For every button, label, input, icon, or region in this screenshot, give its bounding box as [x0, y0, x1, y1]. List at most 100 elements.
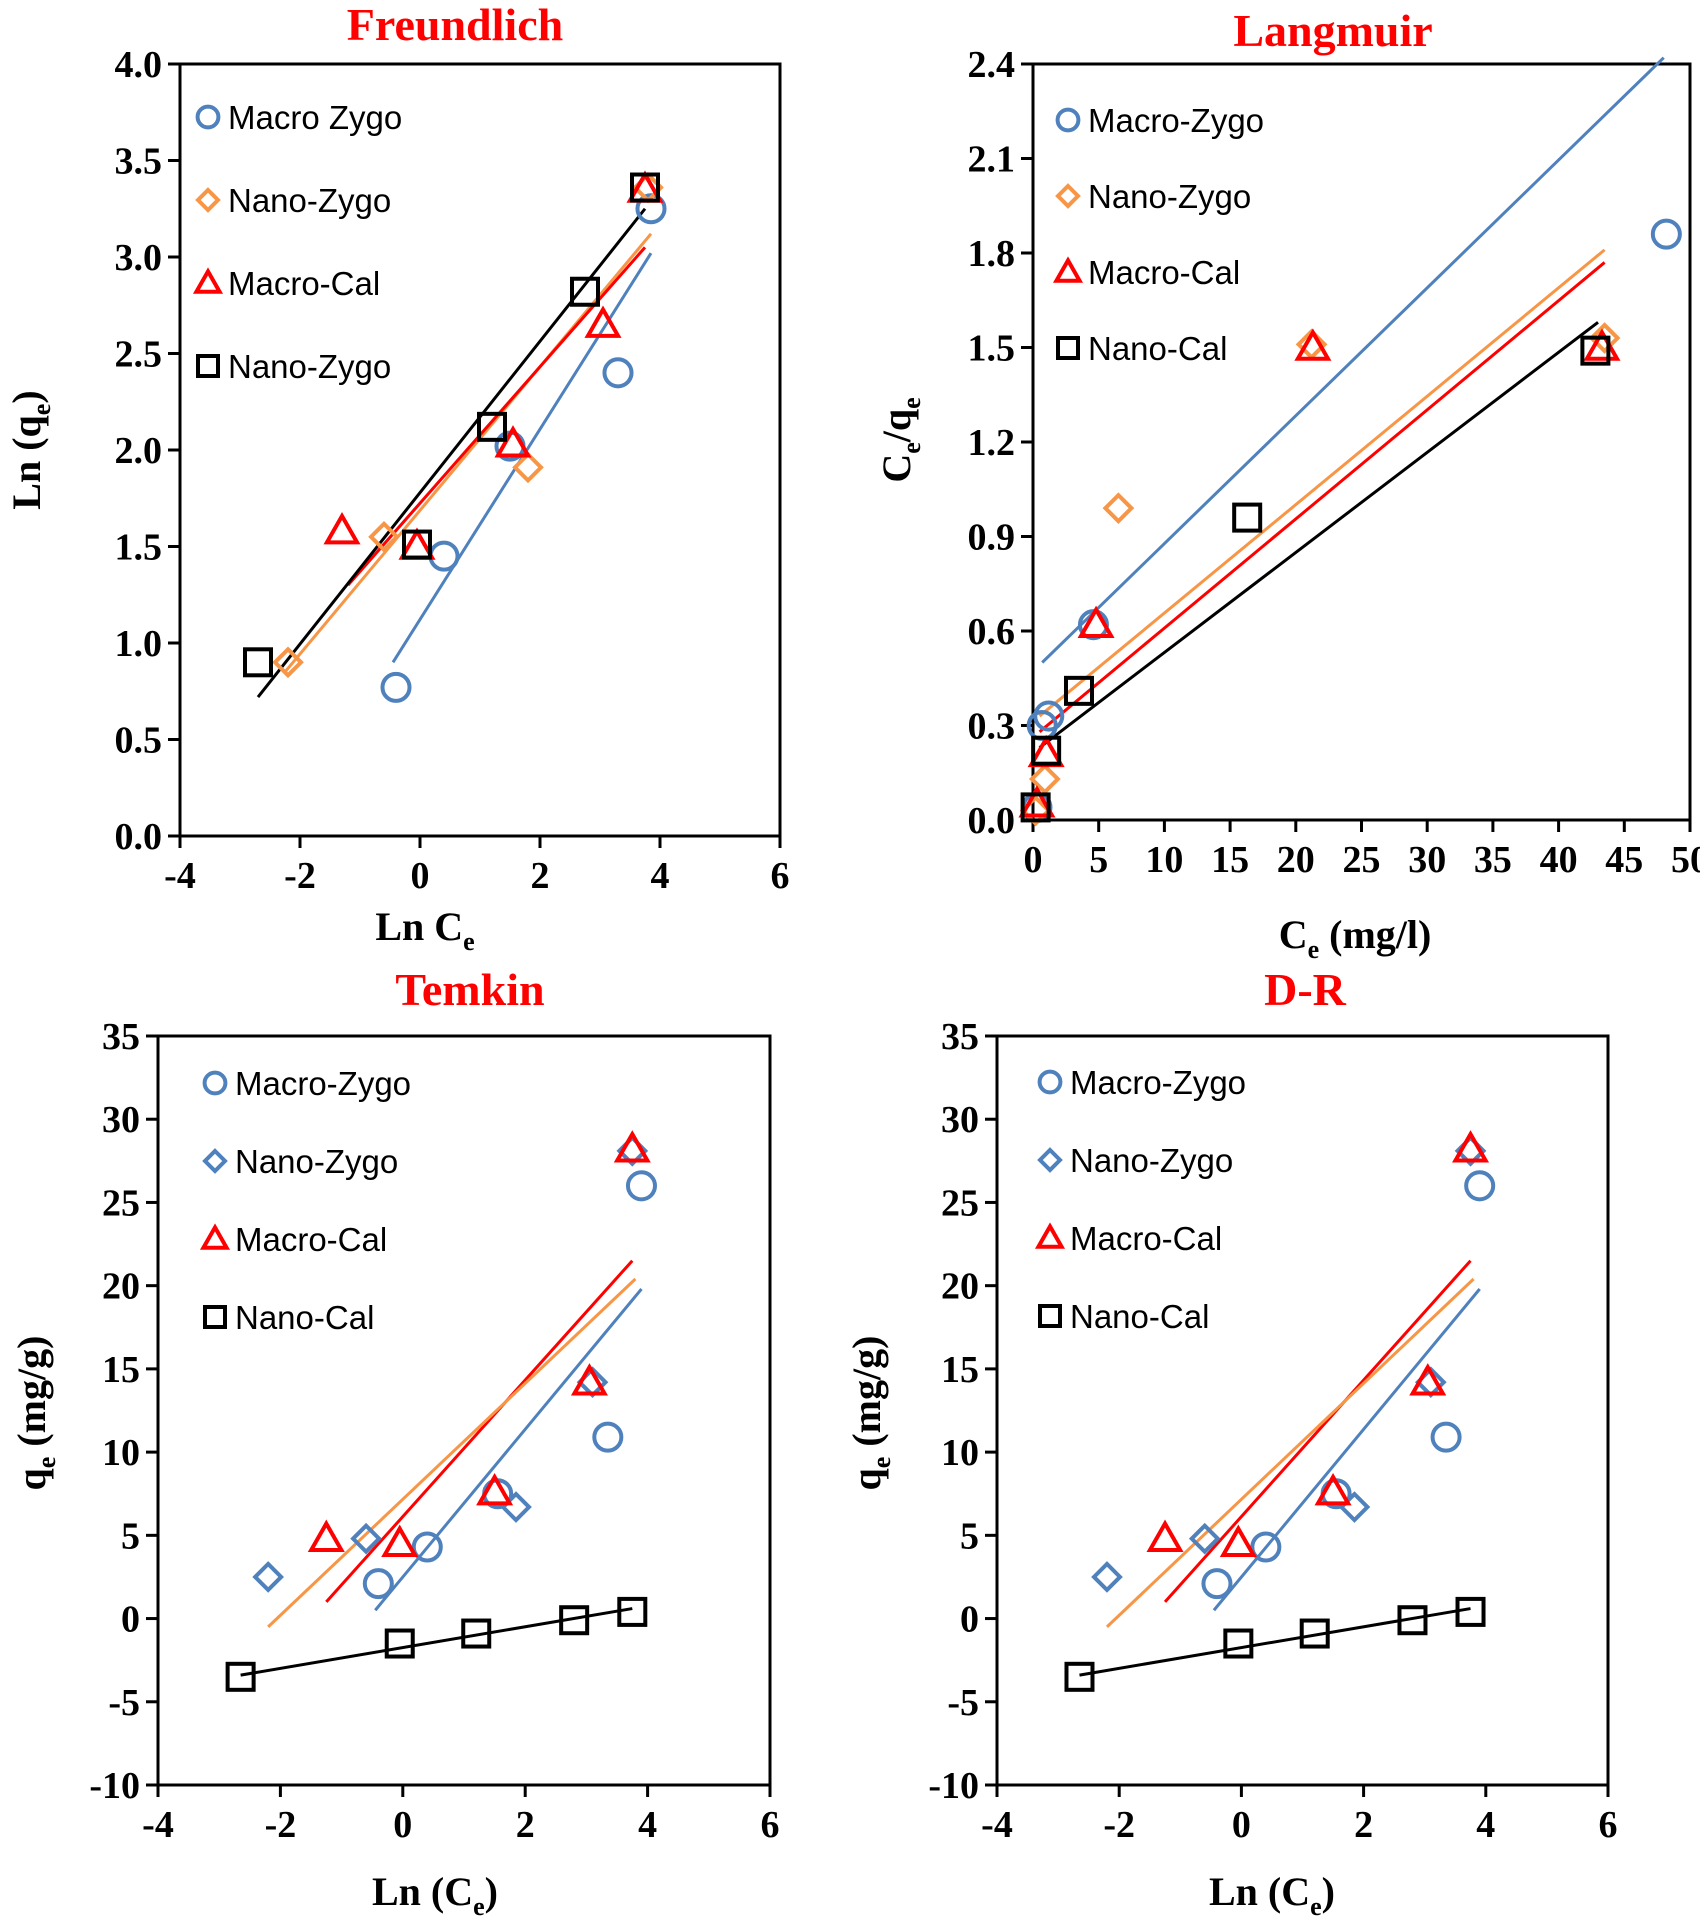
data-point-square — [617, 1596, 648, 1627]
y-tick-label: 1.2 — [968, 422, 1016, 464]
data-point-triangle — [381, 1524, 419, 1557]
legend-marker-square — [203, 1305, 227, 1329]
x-tick-label: -4 — [164, 855, 196, 897]
data-point-triangle — [1027, 734, 1065, 768]
trend-line — [1079, 1607, 1471, 1677]
data-point-square — [225, 1661, 256, 1692]
legend-marker-circle — [1037, 1069, 1063, 1095]
x-tick-label: 0 — [393, 1804, 412, 1846]
data-point-diamond — [272, 646, 304, 679]
data-point-square — [1223, 1628, 1254, 1659]
data-point-square — [402, 529, 432, 560]
y-tick-label: 0 — [960, 1599, 979, 1641]
data-point-circle — [602, 357, 634, 389]
legend-label: Nano-Zygo — [235, 1143, 398, 1180]
data-point-triangle — [1219, 1524, 1257, 1557]
x-axis-label: Ce (mg/l) — [1279, 912, 1432, 964]
legend-label: Nano-Cal — [1088, 330, 1227, 367]
legend-label: Macro-Cal — [235, 1221, 387, 1258]
chart-title: Freundlich — [347, 0, 563, 50]
data-point-circle — [625, 1170, 657, 1202]
trend-line — [240, 1607, 633, 1677]
y-tick-label: 10 — [102, 1432, 140, 1474]
legend-label: Macro-Cal — [1070, 1220, 1222, 1257]
legend-marker-circle — [1055, 107, 1081, 133]
x-tick-label: -4 — [981, 1804, 1013, 1846]
data-point-square — [243, 647, 273, 678]
legend-marker-square — [1056, 336, 1080, 360]
data-point-circle — [362, 1568, 394, 1600]
x-tick-label: 40 — [1540, 839, 1578, 881]
x-tick-label: -2 — [265, 1804, 297, 1846]
data-point-square — [461, 1618, 492, 1649]
x-tick-label: 2 — [531, 855, 550, 897]
trend-line — [256, 207, 647, 698]
y-tick-label: 35 — [102, 1016, 140, 1058]
legend-label: Macro Zygo — [228, 99, 402, 136]
trend-line — [1105, 1277, 1475, 1628]
data-point-diamond — [1188, 1522, 1221, 1555]
y-tick-label: -5 — [108, 1682, 140, 1724]
data-point-square — [1397, 1605, 1428, 1636]
legend-marker-triangle — [1052, 256, 1084, 283]
data-point-square — [1020, 792, 1051, 823]
data-point-diamond — [350, 1522, 382, 1555]
plot-frame — [178, 62, 782, 838]
legend-marker-circle — [202, 1070, 228, 1096]
data-point-triangle — [1077, 605, 1115, 639]
data-point-diamond — [1091, 1561, 1123, 1593]
x-tick-label: 0 — [1232, 1804, 1251, 1846]
data-point-triangle — [613, 1130, 651, 1163]
chart-title: Langmuir — [1233, 5, 1432, 56]
data-point-square — [384, 1628, 415, 1659]
chart-panel-2: 0.0 0.3 0.6 0.9 1.2 1.5 1.8 2.1 2.4 0 5 10 15 20 25 30 3… — [874, 5, 1700, 964]
y-tick-label: 15 — [941, 1349, 979, 1391]
data-point-triangle — [398, 527, 436, 560]
data-point-circle — [380, 671, 412, 703]
legend-marker-triangle — [1034, 1222, 1066, 1249]
y-tick-label: 30 — [941, 1099, 979, 1141]
x-tick-label: 25 — [1343, 839, 1381, 881]
x-tick-label: 2 — [1354, 1804, 1373, 1846]
y-tick-label: 1.0 — [115, 623, 163, 665]
x-tick-label: -2 — [284, 855, 316, 897]
y-axis-label: Ce/qe — [874, 397, 926, 482]
y-tick-label: -5 — [947, 1682, 979, 1724]
data-point-circle — [1650, 218, 1682, 250]
legend-label: Macro-Cal — [228, 265, 380, 302]
data-point-triangle — [1018, 785, 1056, 818]
trend-line — [1038, 248, 1606, 718]
y-tick-label: 15 — [102, 1349, 140, 1391]
legend-marker-diamond — [195, 187, 221, 213]
legend-marker-diamond — [1055, 183, 1081, 209]
data-point-triangle — [1451, 1130, 1490, 1163]
x-tick-label: -4 — [142, 1804, 174, 1846]
y-tick-label: 4.0 — [115, 44, 163, 86]
y-tick-label: 20 — [102, 1266, 140, 1308]
y-axis-label: qe (mg/g) — [9, 1336, 61, 1491]
y-tick-label: 1.5 — [968, 328, 1016, 370]
data-point-circle — [592, 1421, 624, 1453]
trend-line — [325, 1259, 634, 1603]
trend-line — [1163, 1259, 1472, 1603]
chart-title: D-R — [1264, 964, 1347, 1015]
legend-label: Nano-Zygo — [1070, 1142, 1233, 1179]
data-point-triangle — [494, 425, 532, 458]
data-point-triangle — [570, 1363, 608, 1396]
y-tick-label: 0.0 — [968, 800, 1016, 842]
data-point-triangle — [1314, 1472, 1352, 1506]
y-tick-label: 0 — [121, 1599, 140, 1641]
data-point-square — [477, 411, 507, 442]
y-tick-label: 2.1 — [968, 139, 1016, 181]
x-tick-label: 6 — [771, 855, 790, 897]
data-point-circle — [411, 1531, 443, 1563]
y-tick-label: 0.0 — [115, 816, 163, 858]
legend-label: Nano-Zygo — [228, 182, 391, 219]
data-point-diamond — [252, 1561, 284, 1593]
chart-title: Temkin — [395, 964, 544, 1015]
data-point-triangle — [476, 1472, 514, 1506]
plot-frame — [156, 1034, 772, 1787]
legend-label: Macro-Zygo — [1088, 102, 1264, 139]
legend-marker-triangle — [199, 1223, 231, 1250]
y-tick-label: 30 — [102, 1099, 140, 1141]
